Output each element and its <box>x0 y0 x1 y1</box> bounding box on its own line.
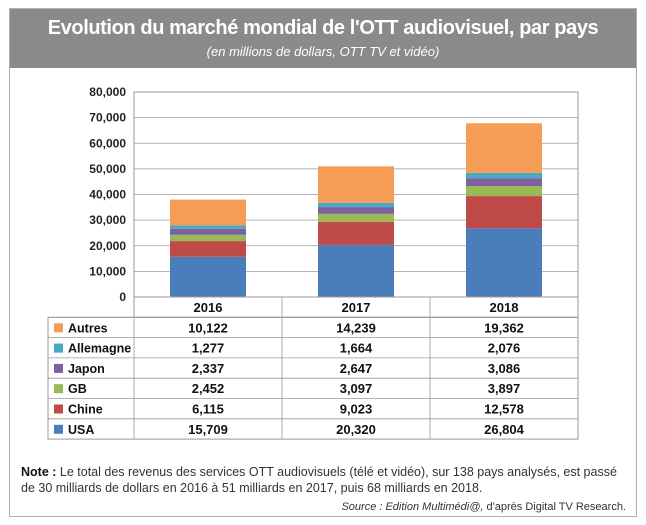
bar-segment-chine <box>318 221 394 245</box>
legend-label: USA <box>68 423 94 437</box>
bar-segment-allemagne <box>170 225 246 229</box>
y-tick-label: 80,000 <box>89 85 126 99</box>
legend-label: Chine <box>68 403 103 417</box>
data-value-label: 2,647 <box>340 361 373 376</box>
data-value-label: 2,337 <box>192 361 225 376</box>
note-text: Le total des revenus des services OTT au… <box>21 465 617 495</box>
bar-segment-usa <box>318 244 394 297</box>
x-category-label: 2018 <box>490 300 519 315</box>
legend-label: Japon <box>68 362 105 376</box>
data-value-label: 26,804 <box>484 422 525 437</box>
source-line: Source : Edition Multimédi@, d'après Dig… <box>341 501 626 513</box>
data-value-label: 2,076 <box>488 341 521 356</box>
y-tick-label: 20,000 <box>89 239 126 253</box>
legend-label: Autres <box>68 321 108 335</box>
bar-segment-chine <box>466 196 542 229</box>
note-paragraph: Note : Le total des revenus des services… <box>21 464 627 496</box>
y-tick-label: 40,000 <box>89 188 126 202</box>
x-category-label: 2017 <box>342 300 371 315</box>
legend-swatch-gb <box>54 384 63 394</box>
data-value-label: 6,115 <box>192 402 224 417</box>
y-tick-label: 0 <box>119 290 126 304</box>
legend-swatch-allemagne <box>54 343 63 353</box>
data-value-label: 12,578 <box>484 402 524 417</box>
title-banner: Evolution du marché mondial de l'OTT aud… <box>10 9 636 68</box>
legend-label: GB <box>68 382 87 396</box>
chart-subtitle: (en millions de dollars, OTT TV et vidéo… <box>206 44 440 59</box>
data-value-label: 1,664 <box>340 341 373 356</box>
data-value-label: 3,097 <box>340 381 373 396</box>
bar-segment-usa <box>170 256 246 297</box>
bar-segment-autres <box>170 199 246 226</box>
data-value-label: 9,023 <box>340 402 373 417</box>
y-tick-label: 60,000 <box>89 136 126 150</box>
x-category-label: 2016 <box>194 300 223 315</box>
bar-segment-allemagne <box>466 172 542 179</box>
bar-segment-autres <box>466 123 542 173</box>
legend-swatch-japon <box>54 363 63 373</box>
y-tick-label: 30,000 <box>89 213 126 227</box>
y-tick-label: 10,000 <box>89 264 126 278</box>
chart-title: Evolution du marché mondial de l'OTT aud… <box>47 17 599 39</box>
data-value-label: 3,897 <box>488 381 521 396</box>
legend-label: Allemagne <box>68 342 131 356</box>
bar-segment-chine <box>170 241 246 257</box>
bar-segment-japon <box>170 228 246 235</box>
bar-segment-japon <box>466 178 542 187</box>
data-value-label: 19,362 <box>484 320 524 335</box>
stacked-bar-chart: 0 10,000 20,000 30,000 40,000 50,000 60,000 70,… <box>47 85 579 440</box>
legend-swatch-autres <box>54 323 63 333</box>
data-value-label: 10,122 <box>188 320 228 335</box>
legend-swatch-chine <box>54 404 63 414</box>
note-label: Note : <box>21 465 57 479</box>
y-tick-label: 70,000 <box>89 111 126 125</box>
bar-segment-gb <box>466 186 542 197</box>
bar-segment-usa <box>466 228 542 297</box>
source-prefix: Source : Edition Multimédi@, <box>341 501 484 513</box>
bar-segment-gb <box>318 213 394 222</box>
data-value-label: 1,277 <box>192 341 225 356</box>
figure-frame: Evolution du marché mondial de l'OTT aud… <box>9 8 637 517</box>
source-rest: d'après Digital TV Research. <box>486 501 626 513</box>
bar-segment-gb <box>170 234 246 242</box>
data-value-label: 15,709 <box>188 422 228 437</box>
legend-swatch-usa <box>54 424 63 434</box>
bar-segment-allemagne <box>318 202 394 208</box>
data-value-label: 14,239 <box>336 320 376 335</box>
data-value-label: 2,452 <box>192 381 225 396</box>
bar-segment-autres <box>318 166 394 203</box>
y-tick-label: 50,000 <box>89 162 126 176</box>
data-value-label: 3,086 <box>488 361 521 376</box>
bar-segment-japon <box>318 207 394 214</box>
data-value-label: 20,320 <box>336 422 376 437</box>
